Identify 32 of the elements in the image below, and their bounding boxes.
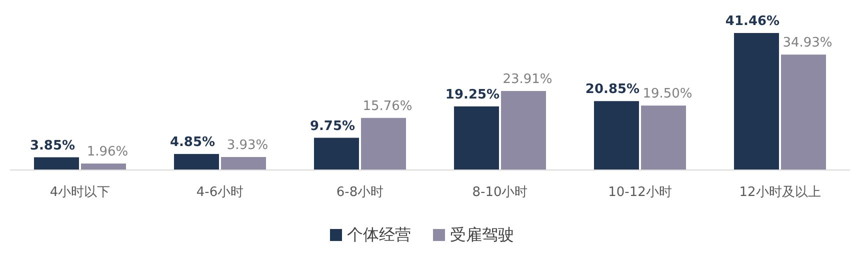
data-label: 1.96% — [86, 144, 128, 160]
legend-label: 受雇驾驶 — [450, 225, 514, 244]
bar — [594, 101, 639, 170]
x-tick-label: 8-10小时 — [472, 185, 528, 200]
x-tick-label: 4小时以下 — [50, 185, 110, 200]
data-label: 41.46% — [725, 14, 780, 29]
data-label: 23.91% — [502, 72, 552, 87]
bar — [314, 138, 359, 170]
bar — [221, 157, 266, 170]
bar — [641, 106, 686, 170]
bar — [501, 90, 546, 170]
bar — [81, 164, 126, 170]
x-tick-label: 12小时及以上 — [739, 185, 821, 200]
bar — [174, 154, 219, 170]
bar — [734, 33, 779, 170]
data-label: 15.76% — [362, 98, 412, 114]
data-label: 19.50% — [642, 86, 692, 102]
legend-label: 个体经营 — [347, 225, 411, 244]
data-label: 4.85% — [170, 134, 216, 150]
data-label: 20.85% — [585, 82, 640, 98]
bar — [781, 54, 826, 170]
bar — [34, 157, 79, 170]
data-label: 9.75% — [310, 118, 356, 134]
bar — [454, 106, 499, 170]
x-tick-label: 4-6小时 — [196, 185, 244, 200]
bar — [361, 118, 406, 170]
x-tick-label: 10-12小时 — [608, 185, 672, 200]
data-label: 3.93% — [226, 138, 268, 154]
data-label: 3.85% — [30, 138, 76, 154]
x-tick-label: 6-8小时 — [336, 185, 384, 200]
data-label: 19.25% — [445, 87, 500, 102]
data-label: 34.93% — [782, 36, 832, 51]
